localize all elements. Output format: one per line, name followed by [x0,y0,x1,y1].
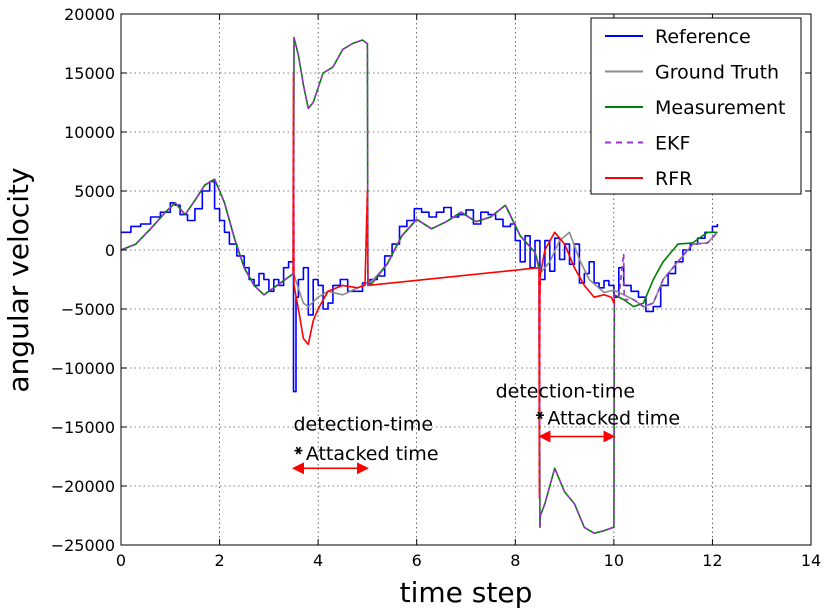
legend-label: RFR [655,168,692,190]
plot-frame [120,13,812,546]
x-tick-label: 12 [702,551,722,570]
x-tick-label: 6 [412,551,422,570]
legend-label: Ground Truth [655,62,779,84]
tick-group: 0 2 4 6 8 10 12 14 −25000 −20000 −15000 −10000 −5000… [51,5,821,570]
legend: Reference Ground Truth Measurement EKF RFR [590,17,802,195]
y-tick-label: −15000 [51,418,115,437]
x-tick-label: 10 [604,551,624,570]
y-tick-label: 15000 [64,64,115,83]
x-tick-label: 8 [510,551,520,570]
detection-marker [294,446,303,455]
y-tick-label: −5000 [61,300,115,319]
detection-marker [535,411,544,420]
y-axis-title: angular velocity [2,167,35,392]
y-tick-label: −10000 [51,359,115,378]
annotation-label: Attacked time [306,443,439,465]
annotation-label: Attacked time [547,408,680,430]
x-tick-label: 2 [214,551,224,570]
series-line-rfr [292,72,616,499]
legend-label: EKF [655,133,690,155]
y-tick-label: 10000 [64,123,115,142]
y-tick-label: 5000 [74,182,115,201]
x-tick-label: 14 [801,551,821,570]
legend-label: Measurement [655,97,785,119]
series-group [121,36,719,534]
annotation-group: detection-time Attacked time detection-tim… [292,381,680,475]
x-tick-label: 0 [116,551,126,570]
series-line-ekf [121,36,718,534]
x-tick-label: 4 [313,551,323,570]
y-tick-label: 20000 [64,5,115,24]
y-tick-label: 0 [105,241,115,260]
y-tick-label: −20000 [51,477,115,496]
legend-label: Reference [655,26,751,48]
x-axis-title: time step [400,576,533,609]
annotation-label: detection-time [496,381,636,403]
y-tick-label: −25000 [51,536,115,555]
annotation-label: detection-time [294,414,434,436]
series-line-reference [121,180,719,393]
